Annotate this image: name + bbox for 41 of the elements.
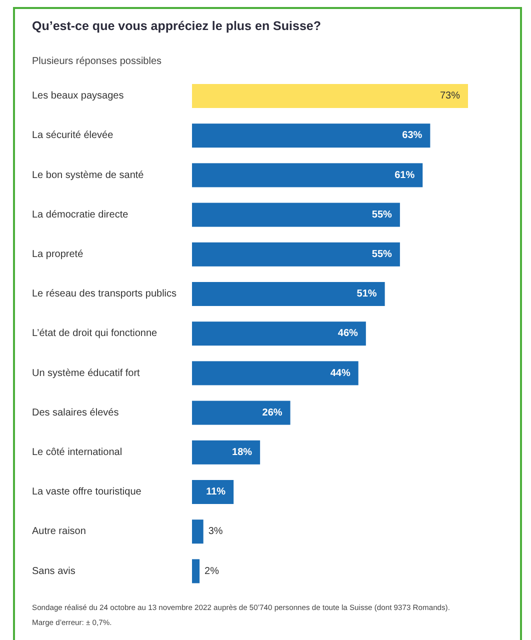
y-tick-label: L’état de droit qui fonctionne <box>32 328 158 340</box>
bar <box>192 84 468 108</box>
bar <box>192 480 234 504</box>
y-tick-label: Des salaires élevés <box>32 407 119 418</box>
y-tick-label: Un système éducatif fort <box>32 368 140 379</box>
y-tick-label: Autre raison <box>32 526 86 538</box>
bar <box>192 242 400 266</box>
data-label: 73% <box>440 90 460 102</box>
y-tick-label: Le côté international <box>32 447 122 458</box>
data-label: 18% <box>232 447 252 458</box>
bar <box>192 520 204 544</box>
data-label: 3% <box>208 526 223 538</box>
data-label: 11% <box>206 486 226 498</box>
bar <box>192 322 366 346</box>
data-label: 51% <box>356 288 377 300</box>
chart-title: Qu’est-ce que vous appréciez le plus en Suisse? <box>32 19 321 33</box>
data-label: 44% <box>330 368 350 379</box>
bar <box>192 282 385 306</box>
bar <box>192 559 200 584</box>
text: Plusieurs réponses possibles <box>32 56 162 67</box>
data-label: 26% <box>262 407 282 418</box>
bar <box>192 163 423 188</box>
y-tick-label: La démocratie directe <box>32 209 129 220</box>
y-tick-label: La sécurité élevée <box>32 130 114 142</box>
data-label: 61% <box>394 170 415 181</box>
data-label: 55% <box>372 209 392 220</box>
bar <box>192 124 430 148</box>
data-label: 46% <box>338 328 358 340</box>
data-label: 63% <box>402 130 422 142</box>
data-label: 55% <box>372 249 392 260</box>
y-tick-label: Le bon système de santé <box>32 170 144 181</box>
bar <box>192 361 358 386</box>
data-label: 2% <box>204 566 220 577</box>
y-tick-label: Le réseau des transports publics <box>32 288 177 300</box>
y-tick-label: Les beaux paysages <box>32 90 124 102</box>
bar <box>192 440 260 464</box>
y-tick-label: La vaste offre touristique <box>32 486 142 498</box>
bar <box>192 400 290 425</box>
bar <box>192 202 400 227</box>
y-tick-label: La propreté <box>32 249 84 260</box>
y-tick-label: Sans avis <box>32 566 76 577</box>
